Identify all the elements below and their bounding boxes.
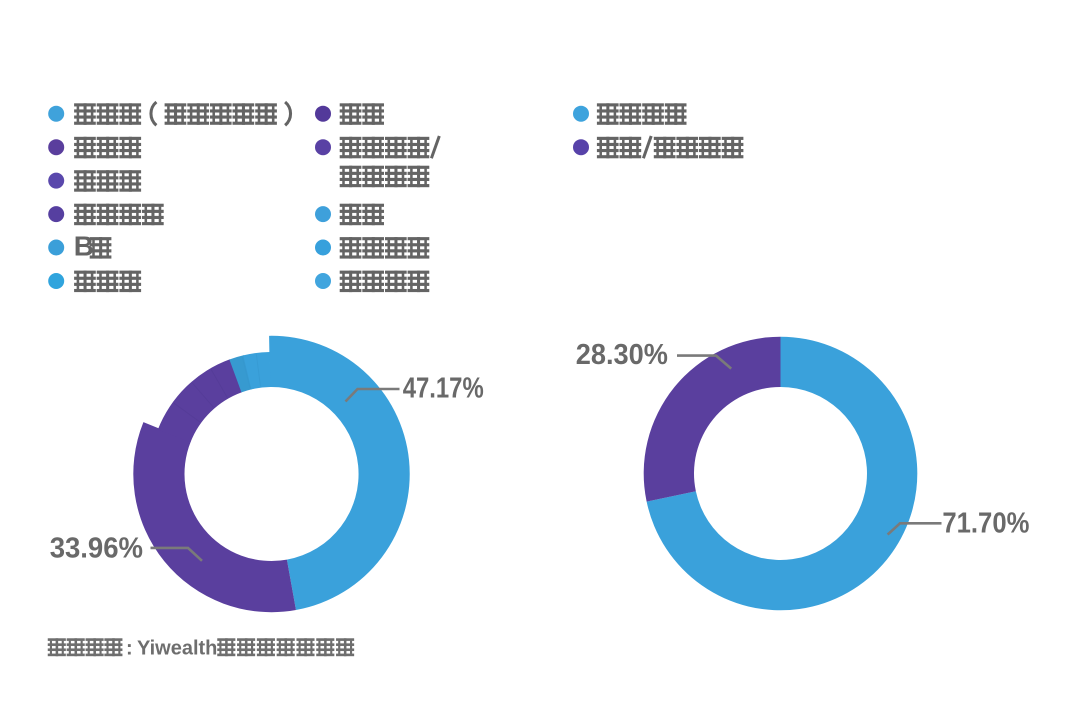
svg-text:28.30%: 28.30% bbox=[576, 339, 668, 371]
svg-text:33.96%: 33.96% bbox=[50, 532, 144, 564]
svg-text::: : bbox=[126, 638, 133, 660]
svg-text:B: B bbox=[74, 231, 94, 262]
svg-text:47.17%: 47.17% bbox=[403, 372, 484, 404]
svg-text:Yiwealth: Yiwealth bbox=[137, 638, 217, 660]
svg-text:71.70%: 71.70% bbox=[942, 508, 1029, 540]
